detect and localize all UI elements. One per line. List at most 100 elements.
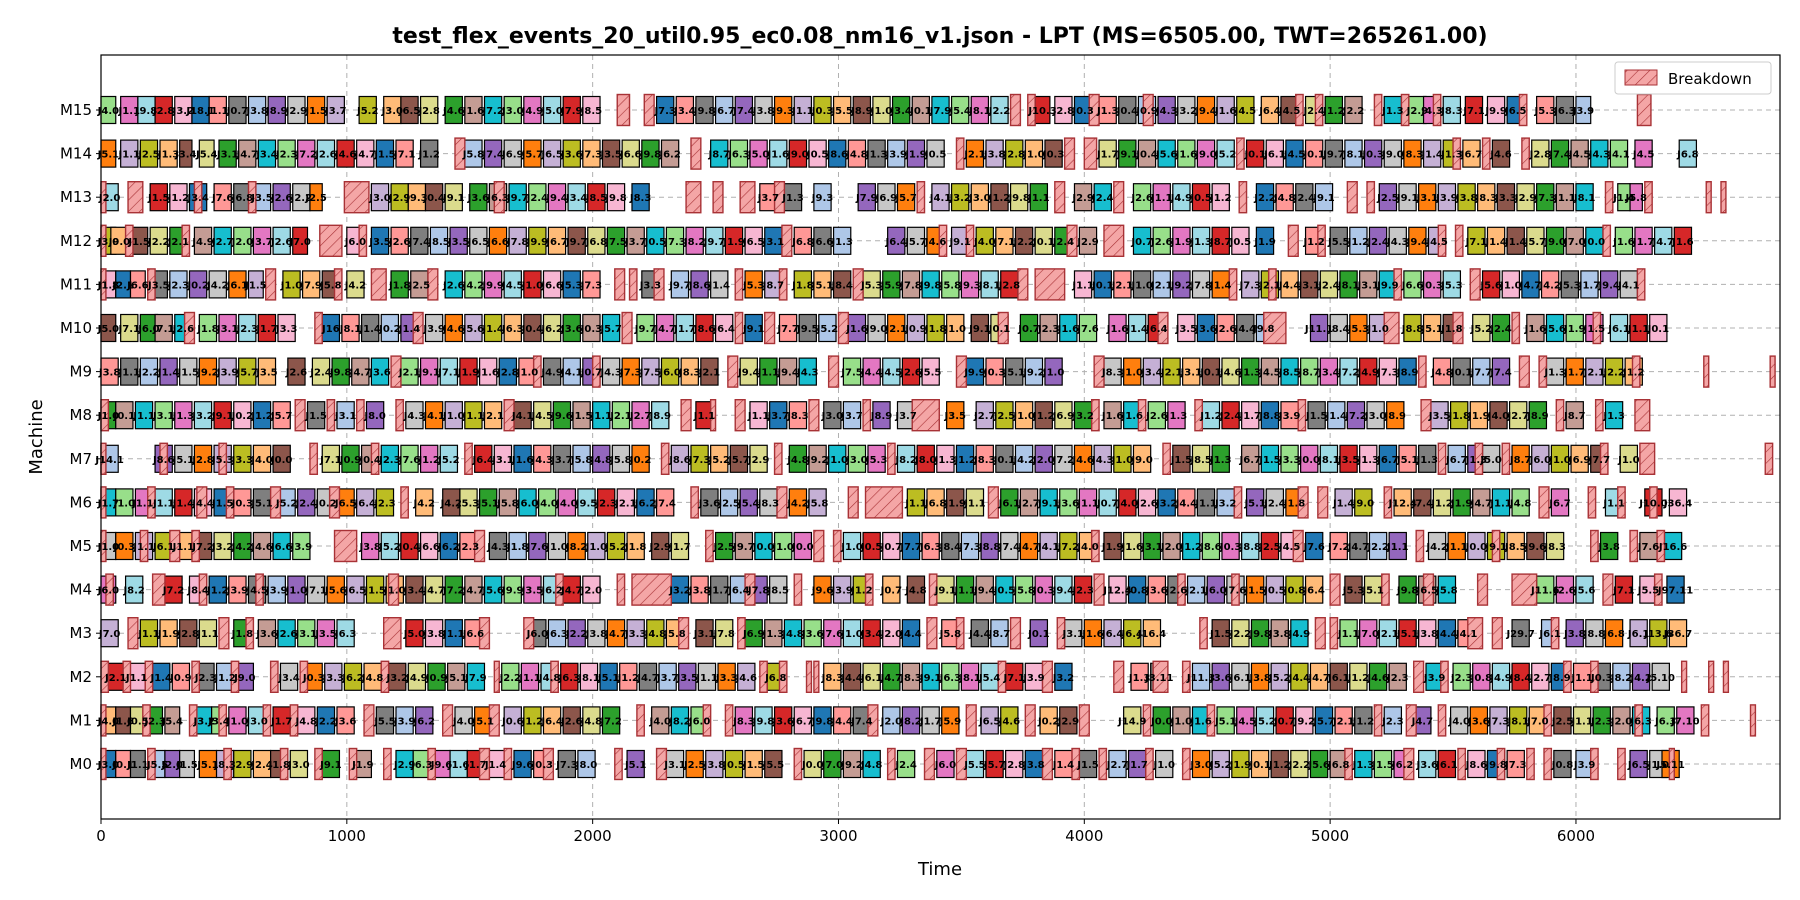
job-label: J1.1 [132, 542, 154, 553]
job-label: J1.5 [304, 106, 326, 117]
job-label: J6.6 [811, 237, 833, 248]
job-bar [1147, 401, 1167, 430]
job-label: J2.7 [1106, 760, 1128, 771]
job-label: J9.7 [732, 542, 754, 553]
job-label: J0.1 [909, 106, 931, 117]
job-label: J3.7 [324, 106, 346, 117]
job-label: J4.9 [1288, 629, 1310, 640]
job-label: J4.5 [1234, 716, 1256, 727]
job-label: J6.3 [727, 150, 749, 161]
job-label: J6.0 [526, 629, 548, 640]
job-bar [1098, 488, 1117, 517]
job-label: J2.4 [894, 760, 916, 771]
job-label: J7.7 [776, 324, 798, 335]
job-label: J1.0 [1022, 150, 1044, 161]
job-bar [1378, 357, 1398, 386]
job-label: J5.4 [737, 498, 759, 509]
job-label: J3.8 [358, 542, 380, 553]
job-label: J4.9 [1489, 673, 1511, 684]
job-label: J9.0 [1194, 150, 1216, 161]
job-label: J0.9 [169, 673, 191, 684]
job-bar [1354, 488, 1373, 517]
job-label: J6.1 [998, 498, 1020, 509]
job-bar [257, 313, 277, 343]
job-bar [1585, 619, 1604, 648]
job-label: J1.4 [1325, 411, 1347, 422]
job-label: J16.4 [1137, 629, 1166, 640]
job-label: J7.3 [580, 150, 602, 161]
job-label: J6.3 [558, 673, 580, 684]
job-bar [405, 575, 424, 604]
job-bar [1039, 706, 1058, 735]
job-bar [1132, 444, 1152, 473]
breakdown-bar [1373, 704, 1383, 737]
job-label: J1.5 [1076, 760, 1098, 771]
job-label: J6.8 [231, 193, 253, 204]
job-bar [1349, 226, 1368, 255]
job-bar [1511, 662, 1530, 691]
job-bar [528, 531, 547, 561]
job-label: J8.3 [1543, 542, 1565, 553]
job-bar [1152, 270, 1171, 299]
job-label: J6.5 [540, 150, 562, 161]
job-bar [252, 531, 272, 561]
job-label: J1.1 [131, 498, 153, 509]
job-label: J6.2 [413, 716, 435, 727]
job-label: J1.0 [226, 716, 248, 727]
job-bar [1346, 401, 1366, 430]
job-label: J5.8 [939, 280, 961, 291]
job-label: J1.6 [1121, 411, 1143, 422]
job-label: J5.6 [1307, 760, 1329, 771]
breakdown-bar [808, 399, 820, 432]
job-label: J1.9 [1450, 498, 1472, 509]
job-label: J0.3 [1042, 150, 1064, 161]
job-label: J1.7 [673, 324, 695, 335]
job-bar [1327, 401, 1346, 430]
breakdown-bar [1199, 617, 1208, 650]
job-bar [1113, 444, 1132, 473]
breakdown-bar [1703, 355, 1710, 388]
job-label: J0.3 [231, 498, 253, 509]
job-bar [778, 357, 798, 386]
job-bar [946, 313, 965, 343]
job-bar [193, 401, 213, 430]
job-label: J1.6 [1189, 716, 1211, 727]
job-bar [562, 313, 581, 343]
job-label: J2.3 [378, 455, 400, 466]
job-label: J0.7 [1096, 498, 1118, 509]
job-label: J1.0 [1111, 455, 1133, 466]
job-bar [1418, 749, 1437, 779]
job-label: J0.3 [811, 106, 833, 117]
breakdown-bar [1009, 93, 1022, 127]
job-label: J3.6 [771, 716, 793, 727]
job-label: J5.7 [983, 760, 1005, 771]
job-bar [1127, 575, 1147, 604]
job-bar [1172, 444, 1191, 473]
job-label: J5.4 [161, 716, 183, 727]
job-label: J6.7 [545, 237, 567, 248]
job-label: J2.8 [152, 106, 174, 117]
job-label: J2.4 [1302, 106, 1324, 117]
job-label: J3.6 [368, 368, 390, 379]
job-bar [1270, 662, 1289, 691]
job-bar [941, 270, 960, 299]
job-label: J8.6 [1465, 760, 1487, 771]
breakdown-bar [1491, 617, 1503, 650]
job-label: J5.8 [806, 498, 828, 509]
job-bar [252, 226, 272, 255]
job-label: J9.2 [1170, 280, 1192, 291]
job-label: J8.2 [683, 237, 705, 248]
job-bar [424, 575, 444, 604]
job-bar [252, 401, 272, 430]
job-label: J4.8 [904, 586, 926, 597]
job-label: J3.0 [845, 455, 867, 466]
job-bar [1172, 226, 1191, 255]
job-label: J1.0 [870, 106, 892, 117]
job-label: J9.4 [776, 368, 798, 379]
job-bar [1555, 575, 1575, 604]
job-label: J8.7 [1209, 237, 1231, 248]
job-label: J8.3 [678, 368, 700, 379]
job-bar [415, 706, 434, 735]
job-bar [980, 706, 999, 735]
y-tick-label: M15 [60, 101, 92, 119]
